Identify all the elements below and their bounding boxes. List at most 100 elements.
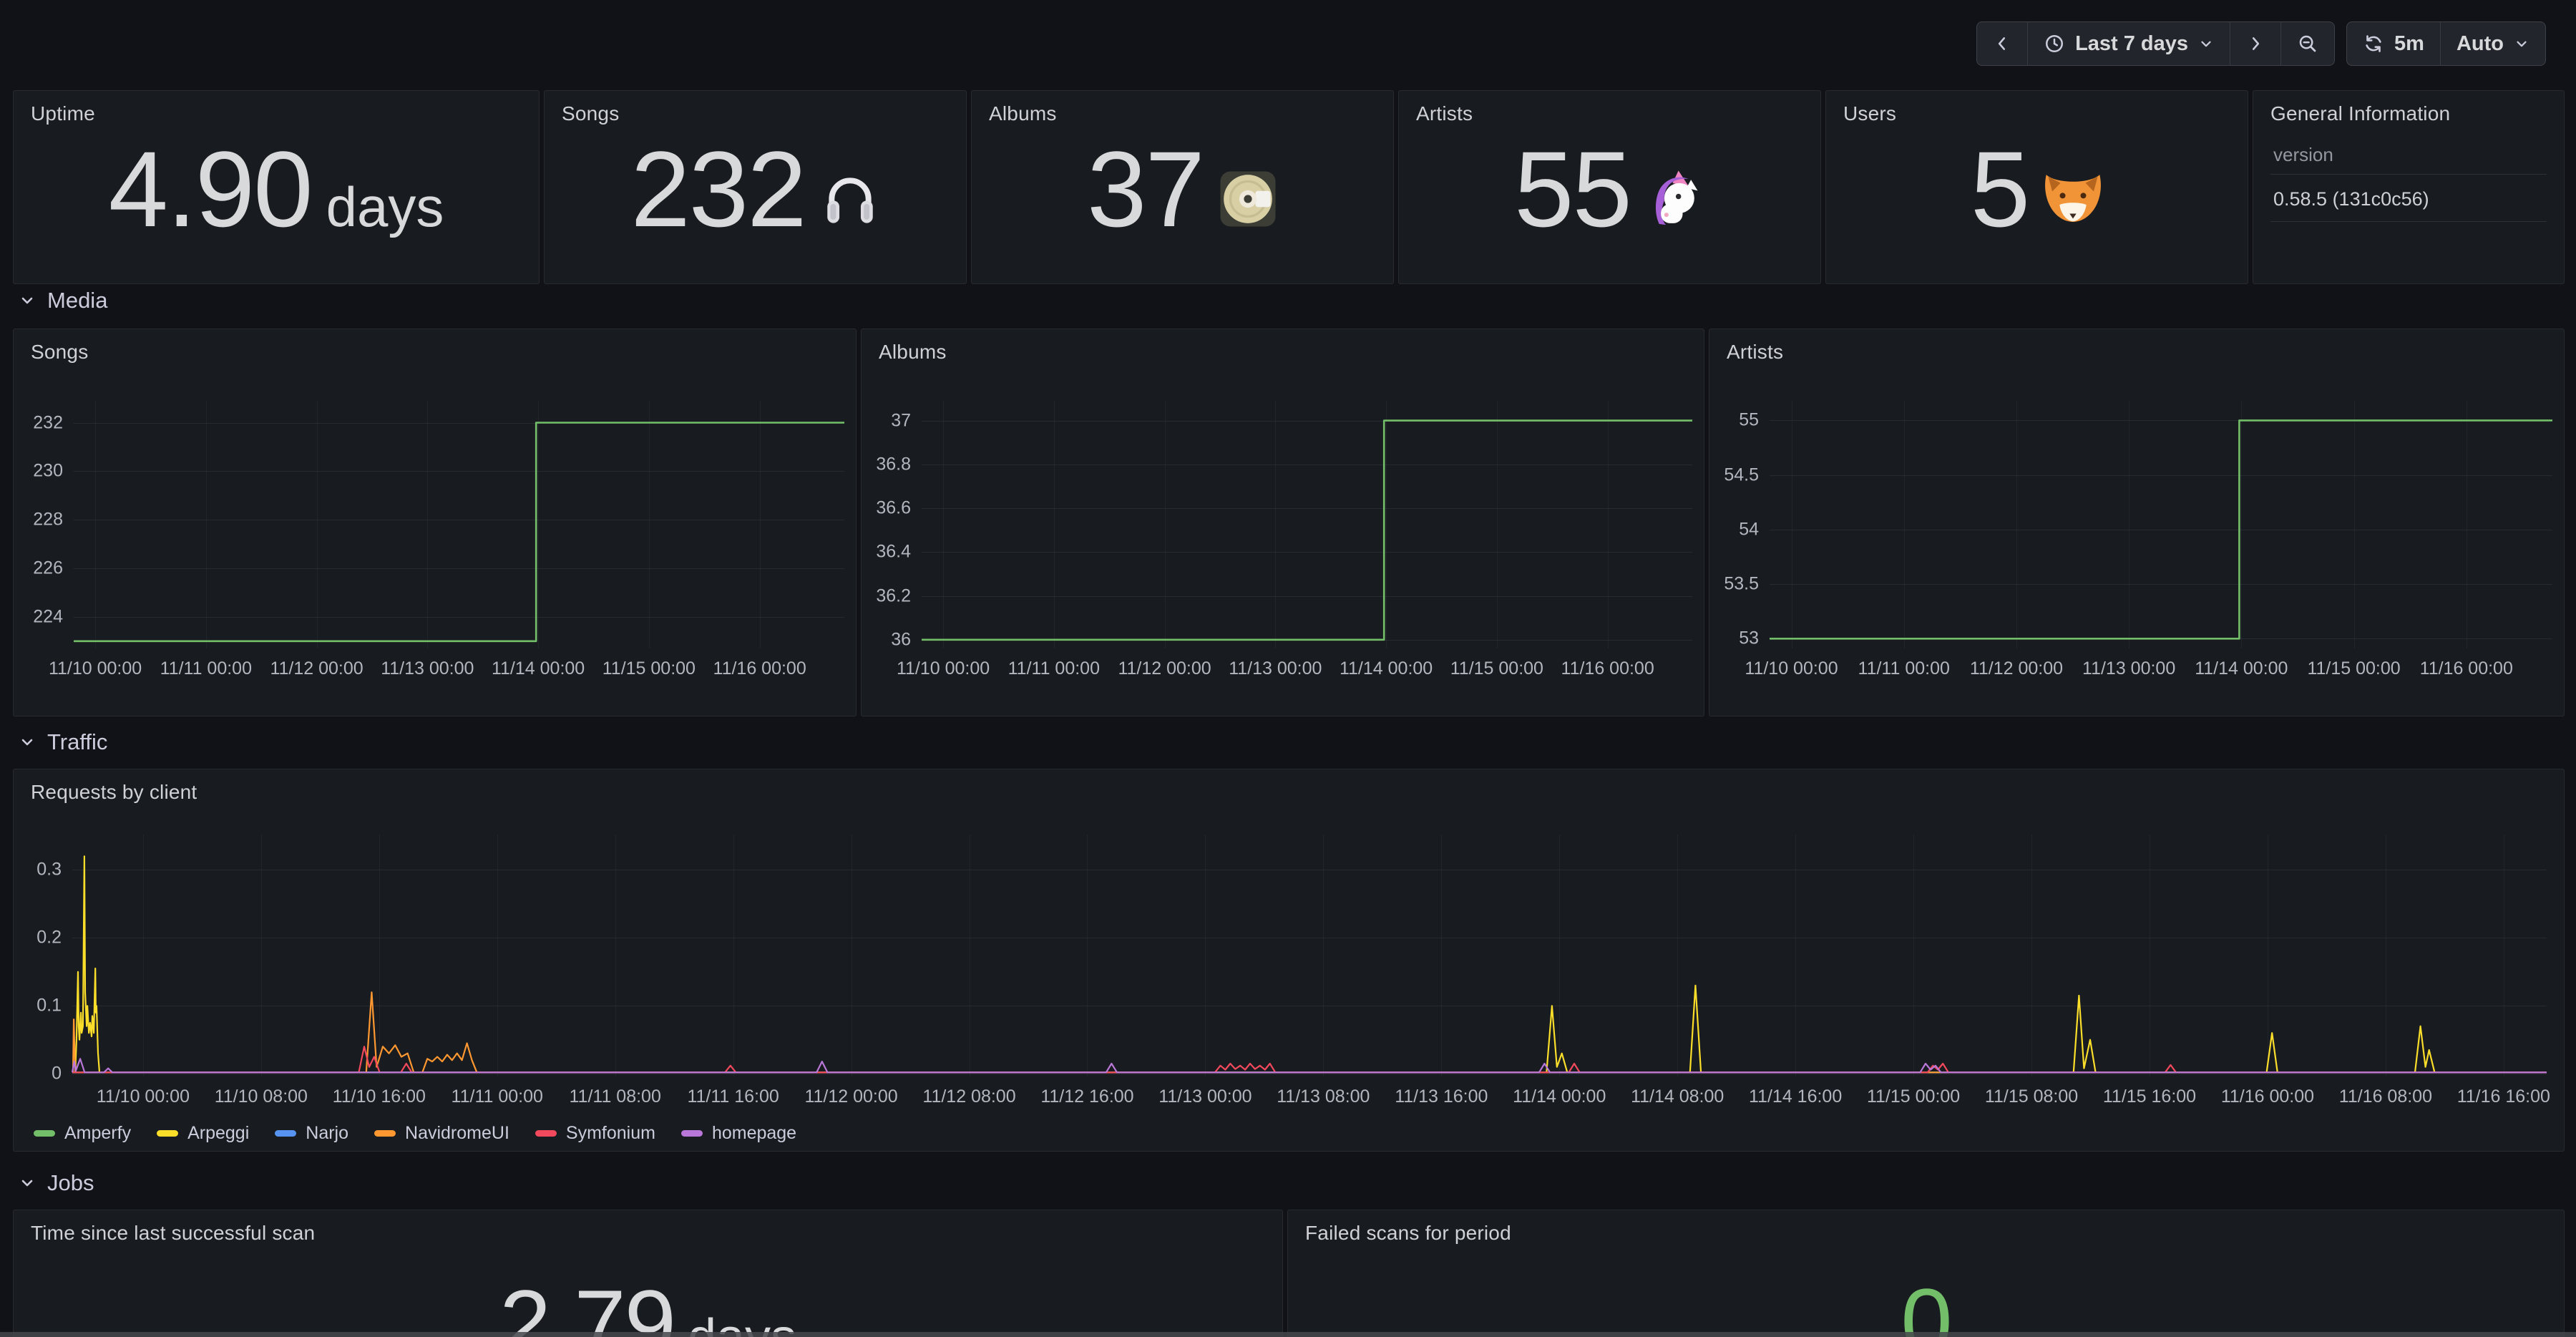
version-column-header: version — [2273, 144, 2547, 166]
x-tick-label: 11/15 00:00 — [2307, 658, 2400, 679]
legend-item-NavidromeUI[interactable]: NavidromeUI — [374, 1123, 509, 1144]
artists-chart-panel: Artists 5353.55454.55511/10 00:0011/11 0… — [1709, 329, 2565, 716]
x-tick-label: 11/15 00:00 — [1450, 658, 1543, 679]
y-tick-label: 228 — [33, 510, 74, 530]
songs-value: 232 — [545, 135, 966, 243]
series-Songs — [74, 423, 844, 641]
time-shift-back-button[interactable] — [1977, 22, 2027, 65]
x-tick-label: 11/11 00:00 — [1858, 658, 1950, 679]
refresh-interval-label: 5m — [2394, 32, 2424, 56]
x-tick-label: 11/10 00:00 — [49, 658, 142, 679]
y-tick-label: 54.5 — [1724, 465, 1770, 485]
refresh-icon — [2363, 33, 2384, 54]
series-Albums — [922, 421, 1692, 640]
panel-title[interactable]: Albums — [879, 341, 947, 364]
users-value: 5 — [1826, 135, 2248, 243]
section-header-media[interactable]: Media — [19, 288, 107, 313]
chevron-down-icon — [19, 734, 36, 751]
panel-title[interactable]: General Information — [2270, 102, 2450, 125]
zoom-out-icon — [2297, 33, 2318, 54]
x-tick-label: 11/11 00:00 — [160, 658, 252, 679]
unicorn-emoji — [1645, 169, 1705, 229]
x-tick-label: 11/14 00:00 — [1340, 658, 1433, 679]
version-value: 0.58.5 (131c0c56) — [2273, 188, 2547, 210]
x-tick-label: 11/16 00:00 — [713, 658, 806, 679]
legend-item-Arpeggi[interactable]: Arpeggi — [157, 1123, 249, 1144]
stat-panel-artists: Artists 55 — [1398, 90, 1821, 284]
auto-refresh-dropdown[interactable]: Auto — [2440, 22, 2545, 65]
legend-item-Amperfy[interactable]: Amperfy — [34, 1123, 131, 1144]
panel-title[interactable]: Songs — [562, 102, 619, 125]
refresh-button[interactable]: 5m — [2347, 22, 2440, 65]
horizontal-scrollbar[interactable] — [0, 1332, 2576, 1337]
series-Artists — [1770, 420, 2552, 638]
panel-title[interactable]: Failed scans for period — [1305, 1222, 1511, 1245]
x-tick-label: 11/13 00:00 — [2082, 658, 2175, 679]
x-tick-label: 11/10 00:00 — [97, 1086, 190, 1107]
legend-label: Amperfy — [64, 1123, 131, 1144]
chevron-down-icon — [19, 292, 36, 309]
x-tick-label: 11/13 00:00 — [1158, 1086, 1252, 1107]
legend-label: homepage — [712, 1123, 796, 1144]
legend-label: Arpeggi — [187, 1123, 249, 1144]
panel-title[interactable]: Artists — [1727, 341, 1783, 364]
legend-swatch — [34, 1130, 55, 1137]
zoom-out-button[interactable] — [2280, 22, 2334, 65]
legend-label: NavidromeUI — [405, 1123, 509, 1144]
legend-swatch — [157, 1130, 178, 1137]
auto-refresh-label: Auto — [2457, 32, 2504, 56]
plot-area[interactable]: 5353.55454.55511/10 00:0011/11 00:0011/1… — [1770, 401, 2552, 648]
series-NavidromeUI — [72, 992, 2547, 1072]
panel-title[interactable]: Requests by client — [31, 781, 197, 804]
legend-swatch — [374, 1130, 396, 1137]
last-scan-value: 2.79 days — [14, 1276, 1282, 1337]
y-tick-label: 36.8 — [876, 454, 922, 475]
section-header-jobs[interactable]: Jobs — [19, 1170, 94, 1196]
chart-canvas — [1770, 401, 2552, 648]
x-tick-label: 11/14 00:00 — [2195, 658, 2288, 679]
panel-title[interactable]: Songs — [31, 341, 88, 364]
chart-canvas — [72, 835, 2547, 1076]
stat-panel-songs: Songs 232 — [544, 90, 967, 284]
x-tick-label: 11/16 16:00 — [2457, 1086, 2550, 1107]
y-tick-label: 53.5 — [1724, 574, 1770, 595]
legend-item-Symfonium[interactable]: Symfonium — [535, 1123, 655, 1144]
legend-swatch — [681, 1130, 703, 1137]
plot-area[interactable]: 22422622823023211/10 00:0011/11 00:0011/… — [74, 401, 844, 648]
y-tick-label: 0.1 — [36, 996, 72, 1016]
panel-title[interactable]: Users — [1843, 102, 1896, 125]
stat-panel-uptime: Uptime 4.90 days — [13, 90, 540, 284]
x-tick-label: 11/15 08:00 — [1985, 1086, 2078, 1107]
legend-item-homepage[interactable]: homepage — [681, 1123, 796, 1144]
y-tick-label: 53 — [1739, 628, 1770, 649]
x-tick-label: 11/16 00:00 — [2221, 1086, 2314, 1107]
chart-canvas — [922, 401, 1692, 648]
panel-title[interactable]: Time since last successful scan — [31, 1222, 315, 1245]
panel-title[interactable]: Artists — [1416, 102, 1473, 125]
legend-item-Narjo[interactable]: Narjo — [275, 1123, 348, 1144]
legend-swatch — [275, 1130, 296, 1137]
time-shift-forward-button[interactable] — [2230, 22, 2280, 65]
x-tick-label: 11/10 00:00 — [897, 658, 990, 679]
chart-canvas — [74, 401, 844, 648]
stat-panel-albums: Albums 37 — [971, 90, 1394, 284]
y-tick-label: 37 — [891, 410, 922, 431]
x-tick-label: 11/13 00:00 — [381, 658, 474, 679]
panel-title[interactable]: Uptime — [31, 102, 95, 125]
y-tick-label: 55 — [1739, 410, 1770, 431]
clock-icon — [2044, 33, 2065, 54]
plot-area[interactable]: 00.10.20.311/10 00:0011/10 08:0011/10 16… — [72, 835, 2547, 1076]
panel-title[interactable]: Albums — [989, 102, 1057, 125]
y-tick-label: 0.2 — [36, 928, 72, 948]
stat-panel-users: Users 5 — [1825, 90, 2248, 284]
x-tick-label: 11/10 16:00 — [333, 1086, 426, 1107]
y-tick-label: 230 — [33, 461, 74, 482]
time-range-label: Last 7 days — [2075, 32, 2188, 56]
time-range-group: Last 7 days — [1976, 21, 2335, 66]
plot-area[interactable]: 3636.236.436.636.83711/10 00:0011/11 00:… — [922, 401, 1692, 648]
legend-label: Narjo — [306, 1123, 348, 1144]
x-tick-label: 11/16 08:00 — [2339, 1086, 2432, 1107]
time-range-picker-button[interactable]: Last 7 days — [2027, 22, 2230, 65]
section-header-traffic[interactable]: Traffic — [19, 729, 107, 755]
x-tick-label: 11/14 08:00 — [1631, 1086, 1724, 1107]
